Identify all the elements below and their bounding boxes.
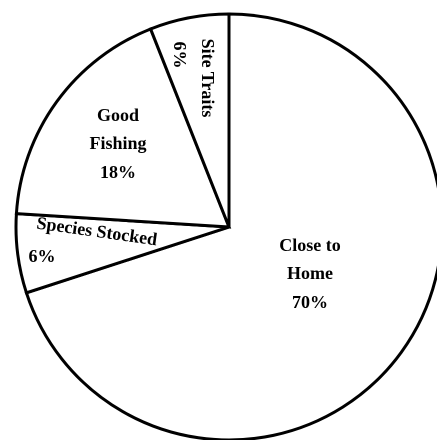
slice-label: Close to Home: [279, 235, 341, 283]
pie-slice: [14, 27, 232, 229]
slice-label: Good Fishing: [89, 105, 147, 153]
slice-value-label: 6%: [28, 246, 56, 266]
pie-slice: [148, 12, 231, 228]
slice-value-label: 70%: [292, 292, 328, 312]
slice-value-label: 6%: [170, 41, 190, 69]
slice-label: Site Traits: [198, 38, 218, 118]
pie-slice: [24, 12, 437, 440]
slice-value-label: 18%: [100, 162, 136, 182]
